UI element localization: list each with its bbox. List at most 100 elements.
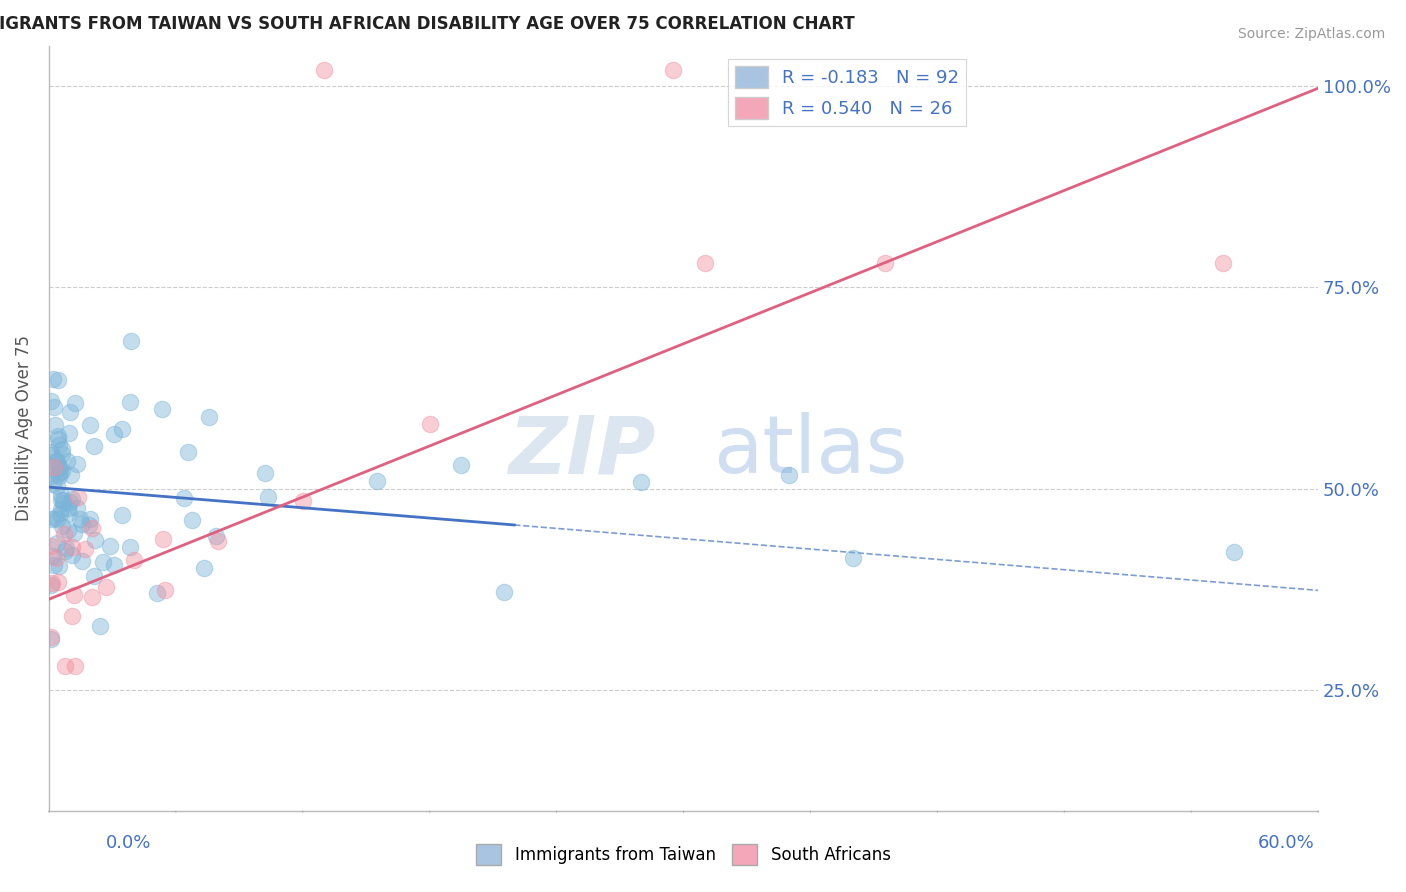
- Point: [53, 543, 76, 558]
- Point: [111, 422, 134, 436]
- Point: [39, 578, 62, 592]
- Point: [152, 532, 174, 546]
- Point: [44, 459, 66, 474]
- Point: [48, 438, 70, 452]
- Point: [45, 479, 67, 493]
- Point: [49, 466, 72, 480]
- Point: [69, 512, 91, 526]
- Point: [41, 458, 63, 473]
- Point: [51, 442, 73, 456]
- Point: [58, 524, 80, 538]
- Point: [59, 467, 82, 482]
- Point: [46, 428, 69, 442]
- Point: [82, 591, 104, 605]
- Point: [55, 541, 77, 556]
- Point: [1212, 256, 1234, 270]
- Point: [59, 495, 82, 509]
- Point: [39, 444, 62, 458]
- Point: [56, 501, 79, 516]
- Text: ZIP: ZIP: [509, 412, 655, 491]
- Point: [1222, 545, 1244, 559]
- Point: [48, 559, 70, 574]
- Point: [41, 512, 63, 526]
- Point: [48, 468, 70, 483]
- Text: 60.0%: 60.0%: [1258, 834, 1315, 852]
- Point: [630, 475, 652, 489]
- Point: [51, 464, 73, 478]
- Point: [80, 521, 103, 535]
- Point: [72, 554, 94, 568]
- Text: atlas: atlas: [713, 412, 908, 491]
- Point: [79, 418, 101, 433]
- Point: [49, 488, 72, 502]
- Point: [177, 445, 200, 459]
- Point: [120, 334, 142, 348]
- Point: [118, 394, 141, 409]
- Legend: R = -0.183   N = 92, R = 0.540   N = 26: R = -0.183 N = 92, R = 0.540 N = 26: [728, 59, 966, 126]
- Point: [60, 609, 83, 624]
- Text: 0.0%: 0.0%: [105, 834, 150, 852]
- Point: [58, 425, 80, 440]
- Point: [450, 458, 472, 473]
- Point: [59, 405, 82, 419]
- Point: [63, 588, 86, 602]
- Point: [45, 536, 67, 550]
- Point: [63, 396, 86, 410]
- Point: [98, 539, 121, 553]
- Point: [96, 580, 118, 594]
- Point: [89, 619, 111, 633]
- Point: [39, 469, 62, 483]
- Point: [63, 659, 86, 673]
- Point: [145, 586, 167, 600]
- Point: [45, 551, 67, 566]
- Point: [312, 62, 335, 77]
- Point: [93, 555, 115, 569]
- Point: [120, 540, 142, 554]
- Point: [492, 585, 515, 599]
- Point: [51, 447, 73, 461]
- Point: [46, 373, 69, 387]
- Point: [39, 632, 62, 647]
- Point: [58, 507, 80, 521]
- Point: [46, 575, 69, 590]
- Point: [46, 511, 69, 525]
- Text: IMMIGRANTS FROM TAIWAN VS SOUTH AFRICAN DISABILITY AGE OVER 75 CORRELATION CHART: IMMIGRANTS FROM TAIWAN VS SOUTH AFRICAN …: [0, 15, 855, 33]
- Point: [39, 630, 62, 644]
- Point: [45, 453, 67, 467]
- Point: [52, 527, 75, 541]
- Point: [198, 410, 221, 425]
- Point: [72, 517, 94, 532]
- Point: [48, 467, 70, 482]
- Point: [193, 561, 215, 575]
- Point: [52, 492, 75, 507]
- Y-axis label: Disability Age Over 75: Disability Age Over 75: [15, 335, 32, 521]
- Point: [60, 492, 83, 507]
- Point: [122, 553, 145, 567]
- Point: [83, 439, 105, 453]
- Point: [111, 508, 134, 523]
- Point: [44, 558, 66, 572]
- Point: [52, 496, 75, 510]
- Point: [75, 541, 97, 556]
- Point: [180, 513, 202, 527]
- Point: [103, 558, 125, 573]
- Point: [44, 417, 66, 432]
- Point: [42, 549, 65, 563]
- Point: [49, 459, 72, 474]
- Point: [62, 549, 84, 563]
- Point: [842, 550, 865, 565]
- Point: [48, 461, 70, 475]
- Point: [207, 534, 229, 549]
- Point: [662, 62, 685, 77]
- Point: [257, 491, 280, 505]
- Point: [79, 512, 101, 526]
- Point: [65, 457, 87, 471]
- Point: [693, 256, 716, 270]
- Point: [44, 400, 66, 414]
- Point: [155, 582, 177, 597]
- Point: [53, 659, 76, 673]
- Point: [103, 426, 125, 441]
- Point: [778, 467, 800, 482]
- Point: [291, 493, 314, 508]
- Point: [83, 569, 105, 583]
